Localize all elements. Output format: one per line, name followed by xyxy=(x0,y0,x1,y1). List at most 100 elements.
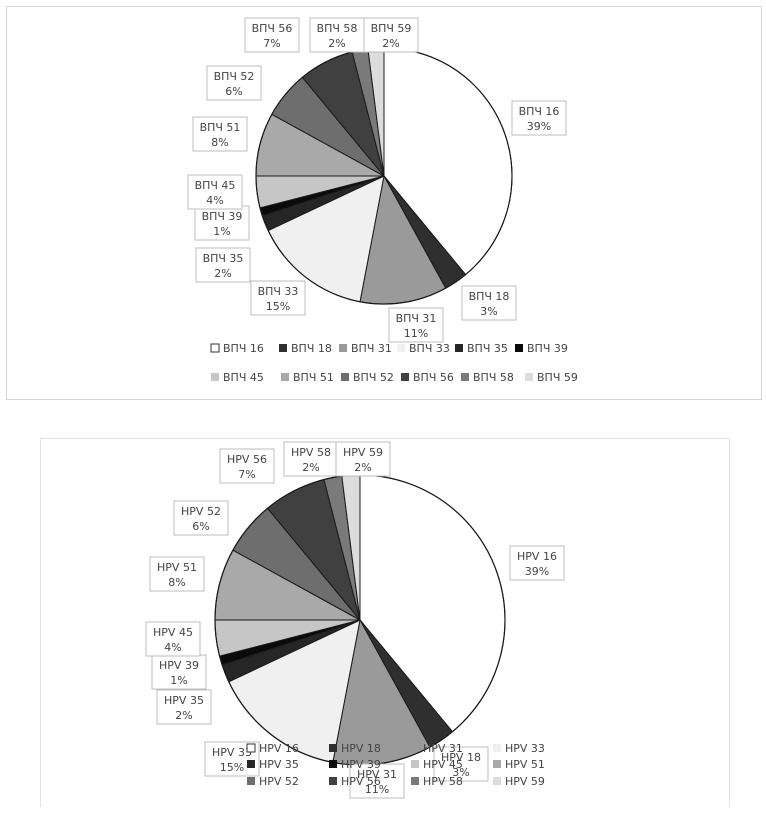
legend-swatch xyxy=(279,344,287,352)
legend-swatch xyxy=(247,760,255,768)
legend-item: ВПЧ 35 xyxy=(455,342,508,355)
legend-label: HPV 58 xyxy=(423,775,463,788)
data-label-percent: 11% xyxy=(404,327,428,340)
legend-swatch xyxy=(329,777,337,785)
data-label-percent: 4% xyxy=(164,641,181,654)
data-label-percent: 2% xyxy=(354,461,371,474)
legend-label: ВПЧ 52 xyxy=(353,371,394,384)
data-label: ВПЧ 33 15% xyxy=(250,280,306,316)
pie-chart-english: HPV 16 39% HPV 18 3% HPV 31 11% HPV 33 15% HPV 3… xyxy=(145,441,565,799)
data-label-category: HPV 52 xyxy=(181,505,221,518)
data-label-category: ВПЧ 56 xyxy=(252,22,293,35)
legend-item: HPV 52 xyxy=(247,775,299,788)
data-label-percent: 39% xyxy=(527,120,551,133)
pie-slices xyxy=(255,47,513,305)
data-label-category: ВПЧ 45 xyxy=(195,179,236,192)
legend-label: ВПЧ 56 xyxy=(413,371,454,384)
legend-swatch xyxy=(246,743,256,753)
data-label-category: ВПЧ 16 xyxy=(519,105,560,118)
data-label-box xyxy=(219,448,275,484)
legend-swatch xyxy=(493,760,501,768)
legend-item: HPV 59 xyxy=(493,775,545,788)
data-label-box xyxy=(195,247,251,283)
data-label-category: ВПЧ 35 xyxy=(203,252,244,265)
legend: ВПЧ 16 ВПЧ 18 ВПЧ 31 ВПЧ 33 ВПЧ 35 ВПЧ 39 ВПЧ … xyxy=(210,342,578,384)
data-label-percent: 8% xyxy=(168,576,185,589)
legend-label: HPV 45 xyxy=(423,758,463,771)
data-label-percent: 3% xyxy=(480,305,497,318)
data-label: HPV 58 2% xyxy=(283,441,339,477)
legend-label: ВПЧ 33 xyxy=(409,342,450,355)
data-label: ВПЧ 56 7% xyxy=(244,17,300,53)
legend-item: HPV 56 xyxy=(329,775,381,788)
data-label-box xyxy=(156,689,212,725)
legend-label: ВПЧ 16 xyxy=(223,342,264,355)
legend-label: HPV 56 xyxy=(341,775,381,788)
data-label: ВПЧ 45 4% xyxy=(187,174,243,210)
legend-swatch xyxy=(493,777,501,785)
data-label-box xyxy=(206,65,262,101)
data-label-category: HPV 31 xyxy=(357,768,397,781)
data-label-percent: 11% xyxy=(365,783,389,796)
data-label-percent: 2% xyxy=(328,37,345,50)
data-label: HPV 31 11% xyxy=(349,763,405,799)
legend-swatch xyxy=(411,744,419,752)
data-label-category: HPV 39 xyxy=(159,659,199,672)
legend-item: HPV 51 xyxy=(493,758,545,771)
legend-swatch xyxy=(401,373,409,381)
data-label: HPV 35 2% xyxy=(156,689,212,725)
data-label-box xyxy=(511,100,567,136)
data-label-category: HPV 56 xyxy=(227,453,267,466)
data-label: HPV 16 39% xyxy=(509,545,565,581)
data-label-box xyxy=(309,17,365,53)
data-label-category: HPV 33 xyxy=(212,746,252,759)
data-label-percent: 7% xyxy=(238,468,255,481)
legend-item: ВПЧ 58 xyxy=(461,371,514,384)
data-label-box xyxy=(388,307,444,343)
legend-label: HPV 39 xyxy=(341,758,381,771)
legend-swatch xyxy=(329,744,337,752)
data-label-percent: 39% xyxy=(525,565,549,578)
data-label-box xyxy=(244,17,300,53)
legend-item: HPV 58 xyxy=(411,775,463,788)
legend-item: HPV 18 xyxy=(329,742,381,755)
data-label-box xyxy=(509,545,565,581)
legend-swatch xyxy=(461,373,469,381)
data-label-category: ВПЧ 51 xyxy=(200,121,241,134)
legend-swatch xyxy=(211,373,219,381)
pie-slices xyxy=(214,474,506,766)
data-label: ВПЧ 52 6% xyxy=(206,65,262,101)
data-label-percent: 1% xyxy=(213,225,230,238)
legend-swatch xyxy=(329,760,337,768)
data-label-category: HPV 16 xyxy=(517,550,557,563)
data-label-box xyxy=(335,441,391,477)
legend-label: HPV 35 xyxy=(259,758,299,771)
data-label-box xyxy=(192,116,248,152)
data-label-box xyxy=(151,654,207,690)
legend-swatch xyxy=(341,373,349,381)
data-label: ВПЧ 16 39% xyxy=(511,100,567,136)
legend-item: ВПЧ 52 xyxy=(341,371,394,384)
legend-item: ВПЧ 31 xyxy=(339,342,392,355)
data-label-percent: 15% xyxy=(266,300,290,313)
data-label-percent: 2% xyxy=(175,709,192,722)
data-label-box xyxy=(194,205,250,241)
legend-label: ВПЧ 58 xyxy=(473,371,514,384)
data-label-category: HPV 59 xyxy=(343,446,383,459)
data-label-box xyxy=(187,174,243,210)
data-label-box xyxy=(250,280,306,316)
data-label-box xyxy=(433,746,489,782)
data-label-percent: 1% xyxy=(170,674,187,687)
data-label: ВПЧ 59 2% xyxy=(363,17,419,53)
legend-label: HPV 33 xyxy=(505,742,545,755)
legend-item: ВПЧ 18 xyxy=(279,342,332,355)
data-label: ВПЧ 58 2% xyxy=(309,17,365,53)
legend-item: HPV 31 xyxy=(411,742,463,755)
legend-swatch xyxy=(210,343,220,353)
data-label-category: HPV 51 xyxy=(157,561,197,574)
data-labels: HPV 16 39% HPV 18 3% HPV 31 11% HPV 33 15% HPV 3… xyxy=(145,441,565,799)
legend-label: ВПЧ 39 xyxy=(527,342,568,355)
legend-swatch xyxy=(339,344,347,352)
data-label: HPV 59 2% xyxy=(335,441,391,477)
